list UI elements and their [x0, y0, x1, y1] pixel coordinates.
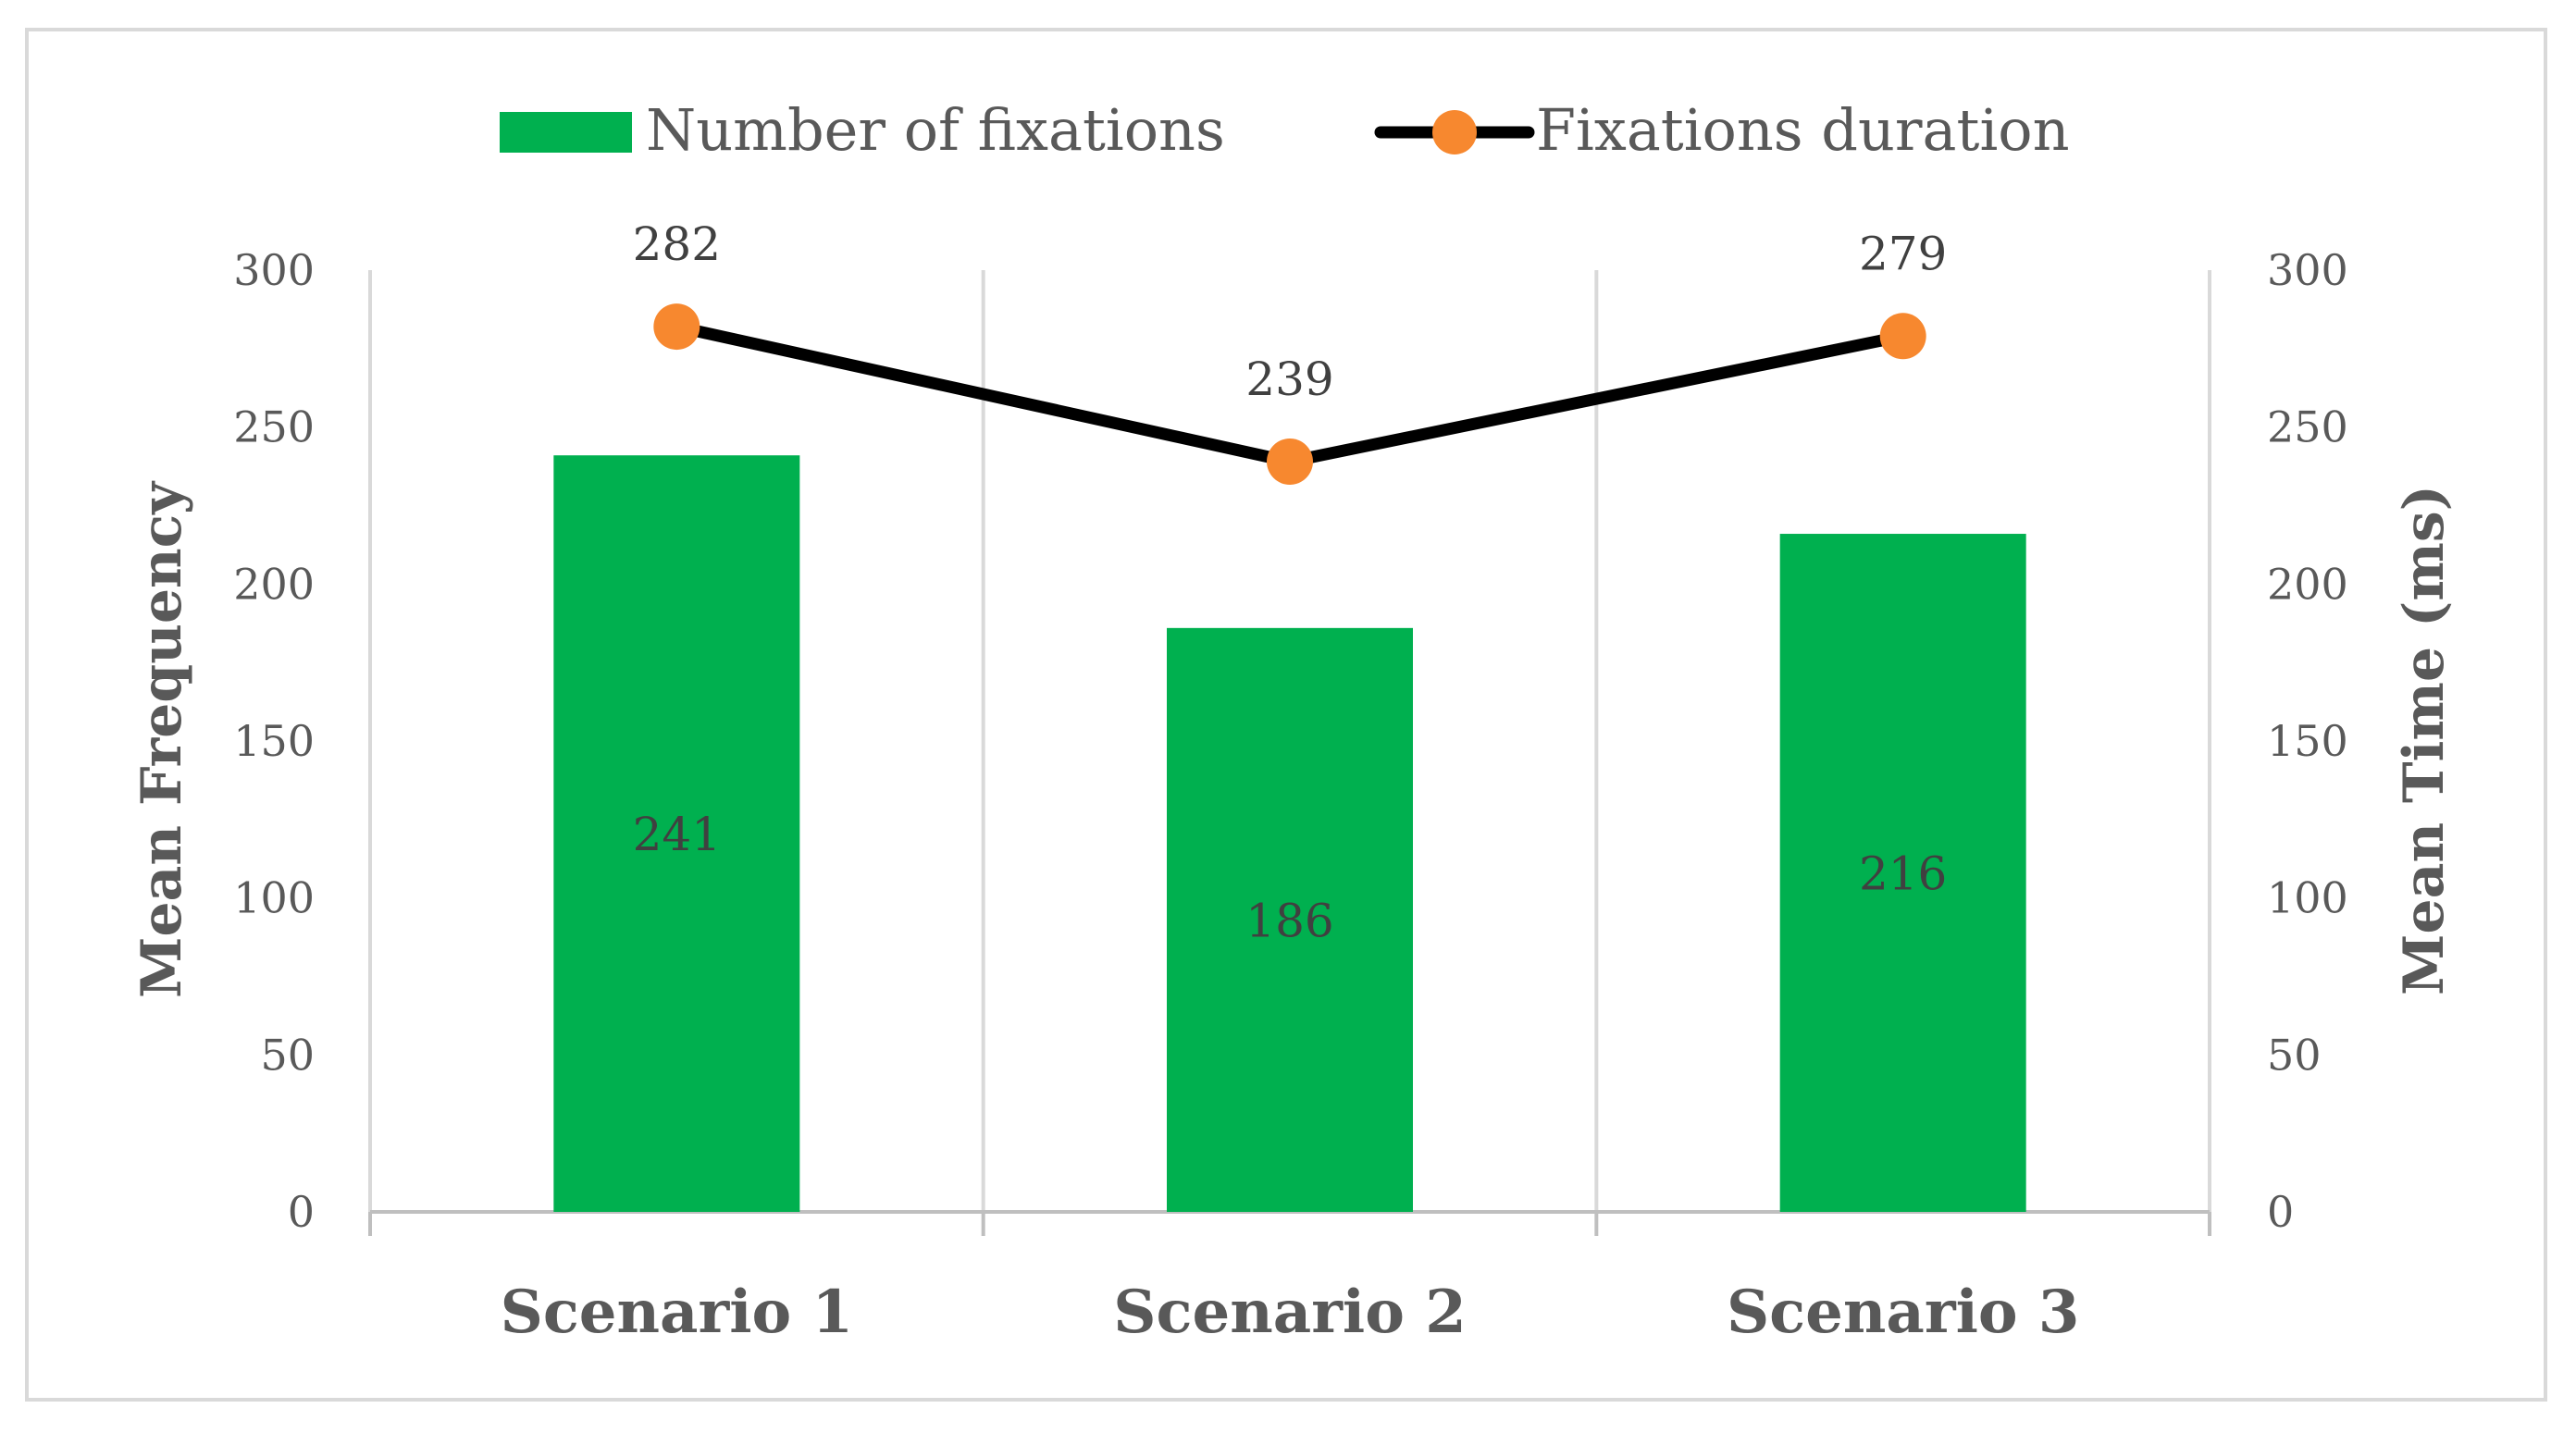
line-point-1 — [653, 303, 700, 351]
bar-data-label: 186 — [1245, 894, 1333, 947]
y2-tick-label: 250 — [2267, 402, 2348, 452]
line-point-2 — [1267, 438, 1313, 485]
y2-tick-label: 100 — [2267, 873, 2348, 923]
y2-tick-label: 50 — [2267, 1030, 2322, 1080]
legend-label-fixations-duration: Fixations duration — [1536, 96, 2070, 164]
line-point-3 — [1879, 313, 1926, 360]
bar-data-label: 216 — [1859, 847, 1947, 901]
y2-axis-title: Mean Time (ms) — [2392, 485, 2457, 995]
y-tick-label: 100 — [233, 873, 315, 923]
y-tick-label: 250 — [233, 402, 315, 452]
x-category-label: Scenario 2 — [1113, 1278, 1466, 1347]
line-series — [653, 303, 1926, 485]
bar-3 — [1779, 534, 2026, 1212]
line-data-label: 239 — [1245, 352, 1333, 406]
x-category-label: Scenario 3 — [1727, 1278, 2079, 1347]
labels: 241 186 216 282 239 279 — [633, 217, 1948, 947]
line-data-label: 279 — [1859, 227, 1947, 280]
line-data-label: 282 — [633, 217, 721, 271]
y-tick-label: 50 — [260, 1030, 315, 1080]
bars — [553, 455, 2026, 1212]
y-tick-label: 150 — [233, 716, 315, 766]
y2-tick-label: 150 — [2267, 716, 2348, 766]
legend: Number of fixations Fixations duration — [500, 96, 2070, 164]
legend-marker-fixations-duration — [1432, 110, 1477, 154]
y-axis-title: Mean Frequency — [130, 480, 194, 998]
y-tick-label: 0 — [288, 1187, 315, 1237]
bar-data-label: 241 — [633, 808, 721, 861]
gridlines — [368, 270, 2211, 1212]
y-tick-label: 300 — [233, 245, 315, 295]
x-category-label: Scenario 1 — [501, 1278, 853, 1347]
y2-tick-label: 300 — [2267, 245, 2348, 295]
bar-2 — [1167, 627, 1413, 1212]
y2-tick-label: 0 — [2267, 1187, 2294, 1237]
y2-tick-label: 200 — [2267, 559, 2348, 609]
legend-swatch-number-of-fixations — [500, 112, 632, 153]
bar-1 — [553, 455, 800, 1212]
y-tick-label: 200 — [233, 559, 315, 609]
legend-label-number-of-fixations: Number of fixations — [646, 96, 1225, 164]
